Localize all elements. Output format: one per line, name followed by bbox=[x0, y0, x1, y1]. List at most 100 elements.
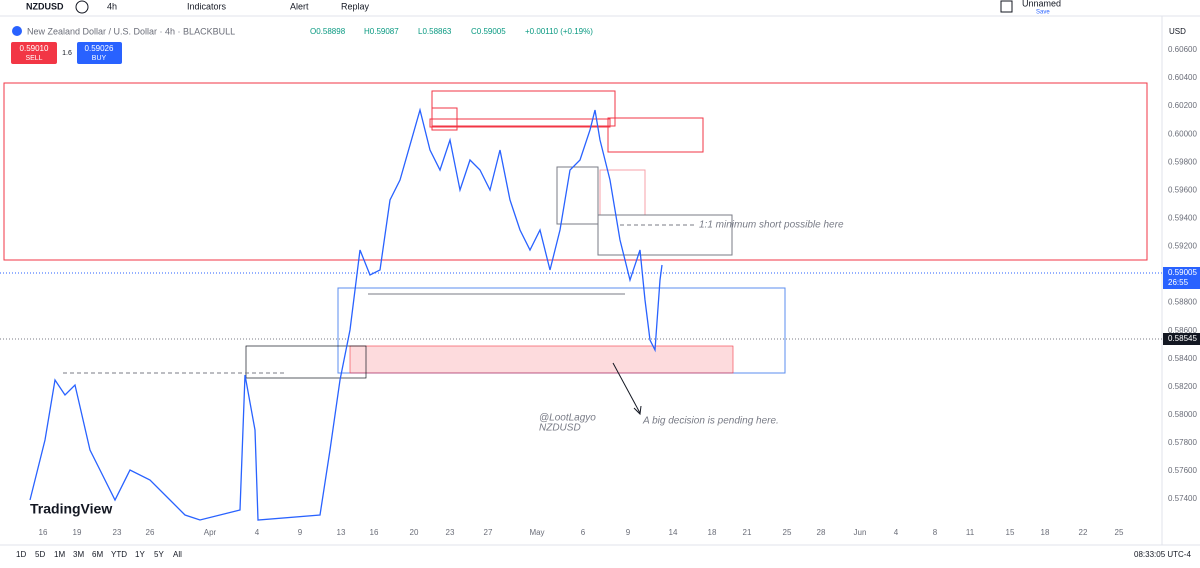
legend-change: +0.00110 (+0.19%) bbox=[525, 27, 593, 36]
time-tick-label: 27 bbox=[484, 528, 493, 537]
time-tick-label: 4 bbox=[894, 528, 899, 537]
time-tick-label: 19 bbox=[73, 528, 82, 537]
legend-high: H0.59087 bbox=[364, 27, 399, 36]
legend-low: L0.58863 bbox=[418, 27, 452, 36]
checkbox[interactable] bbox=[1000, 0, 1013, 13]
range-button[interactable]: YTD bbox=[111, 550, 127, 559]
time-tick-label: 25 bbox=[1115, 528, 1124, 537]
arrow bbox=[612, 362, 641, 414]
add-symbol[interactable] bbox=[75, 0, 89, 14]
watermark: TradingView bbox=[30, 501, 112, 517]
supply-box bbox=[429, 118, 611, 128]
time-tick-label: 28 bbox=[817, 528, 826, 537]
price-tick-label: 0.58200 bbox=[1168, 382, 1197, 391]
zone-box bbox=[599, 169, 646, 216]
range-button[interactable]: 6M bbox=[92, 550, 103, 559]
replay[interactable]: Replay bbox=[341, 1, 370, 11]
layout-name[interactable]: Unnamed bbox=[1022, 0, 1061, 8]
range-box bbox=[245, 345, 367, 379]
decision-note: A big decision is pending here. bbox=[642, 416, 779, 427]
price-tick-label: 0.58800 bbox=[1168, 298, 1197, 307]
time-tick-label: 14 bbox=[669, 528, 678, 537]
supply-box bbox=[607, 117, 704, 153]
time-ticks: 16 19 23 26 Apr 4 9 13 16 20 23 27 May 6 9 14 18 21 25 28 Ju… bbox=[39, 528, 1124, 537]
range-button[interactable]: 5Y bbox=[154, 550, 164, 559]
legend-open: O0.58898 bbox=[310, 27, 346, 36]
flag bbox=[12, 26, 22, 36]
time-tick-label: 23 bbox=[446, 528, 455, 537]
range-button[interactable]: 3M bbox=[73, 550, 84, 559]
range-button[interactable]: All bbox=[173, 550, 182, 559]
supply-box bbox=[431, 90, 616, 127]
buy-price: 0.59026 bbox=[85, 44, 114, 53]
legend-close: C0.59005 bbox=[471, 27, 506, 36]
price-tick-label: 0.57600 bbox=[1168, 466, 1197, 475]
author: @LootLagyo bbox=[539, 413, 596, 424]
time-tick-label: Apr bbox=[204, 528, 217, 537]
range-box bbox=[556, 166, 599, 225]
time-tick-label: 9 bbox=[298, 528, 303, 537]
time-tick-label: 22 bbox=[1079, 528, 1088, 537]
price-tick-label: 0.60200 bbox=[1168, 101, 1197, 110]
range-button[interactable]: 5D bbox=[35, 550, 45, 559]
time-tick-label: Jun bbox=[854, 528, 867, 537]
marker-price-tag bbox=[1163, 333, 1200, 345]
alert[interactable]: Alert bbox=[290, 1, 309, 11]
price-tick-label: 0.58400 bbox=[1168, 354, 1197, 363]
time-tick-label: 6 bbox=[581, 528, 586, 537]
time-tick-label: 18 bbox=[708, 528, 717, 537]
time-tick-label: 13 bbox=[337, 528, 346, 537]
demand-zone bbox=[349, 345, 734, 374]
price-tick-label: 0.57400 bbox=[1168, 494, 1197, 503]
buy-label: BUY bbox=[92, 55, 107, 62]
last-price-tag bbox=[1163, 267, 1200, 289]
arrow-head bbox=[633, 405, 642, 416]
short-note: 1:1 minimum short possible here bbox=[699, 220, 844, 231]
price-tick-label: 0.60400 bbox=[1168, 73, 1197, 82]
buy-button[interactable] bbox=[77, 42, 122, 64]
time-tick-label: 16 bbox=[370, 528, 379, 537]
time-tick-label: 26 bbox=[146, 528, 155, 537]
currency: USD bbox=[1169, 27, 1186, 36]
price-tick-label: 0.60600 bbox=[1168, 45, 1197, 54]
time-tick-label: 11 bbox=[966, 528, 975, 537]
price-tick-label: 0.57800 bbox=[1168, 438, 1197, 447]
sell-button[interactable] bbox=[11, 42, 57, 64]
price-tick-label: 0.59200 bbox=[1168, 242, 1197, 251]
price-tick-label: 0.59400 bbox=[1168, 214, 1197, 223]
range-buttons: 1D 5D 1M 3M 6M YTD 1Y 5Y All bbox=[16, 550, 182, 559]
clock: 08:33:05 UTC-4 bbox=[1134, 550, 1191, 559]
legend-title: New Zealand Dollar / U.S. Dollar · 4h · … bbox=[27, 26, 235, 36]
time-tick-label: 4 bbox=[255, 528, 260, 537]
countdown: 26:55 bbox=[1168, 278, 1189, 287]
spread: 1.6 bbox=[62, 50, 72, 57]
marker-price: 0.58545 bbox=[1168, 334, 1197, 343]
time-tick-label: 20 bbox=[410, 528, 419, 537]
supply-zone bbox=[3, 82, 1148, 261]
price-tick-label: 0.60000 bbox=[1168, 129, 1197, 138]
target-box bbox=[597, 214, 733, 256]
range-button[interactable]: 1D bbox=[16, 550, 26, 559]
time-tick-label: 16 bbox=[39, 528, 48, 537]
indicators[interactable]: Indicators bbox=[187, 1, 227, 11]
range-button[interactable]: 1Y bbox=[135, 550, 145, 559]
sell-price: 0.59010 bbox=[20, 44, 49, 53]
time-tick-label: 15 bbox=[1006, 528, 1015, 537]
time-tick-label: 8 bbox=[933, 528, 938, 537]
time-tick-label: 23 bbox=[113, 528, 122, 537]
symbol[interactable]: NZDUSD bbox=[26, 1, 64, 11]
price-tick-label: 0.58600 bbox=[1168, 326, 1197, 335]
sell-label: SELL bbox=[25, 55, 42, 62]
time-tick-label: 9 bbox=[626, 528, 631, 537]
save[interactable]: Save bbox=[1036, 10, 1050, 16]
interval[interactable]: 4h bbox=[107, 1, 117, 11]
symbol-note: NZDUSD bbox=[539, 423, 581, 434]
time-tick-label: 18 bbox=[1041, 528, 1050, 537]
toolbar bbox=[0, 0, 1200, 16]
time-tick-label: May bbox=[529, 528, 544, 537]
time-tick-label: 21 bbox=[743, 528, 752, 537]
price-tick-label: 0.59800 bbox=[1168, 157, 1197, 166]
range-button[interactable]: 1M bbox=[54, 550, 65, 559]
